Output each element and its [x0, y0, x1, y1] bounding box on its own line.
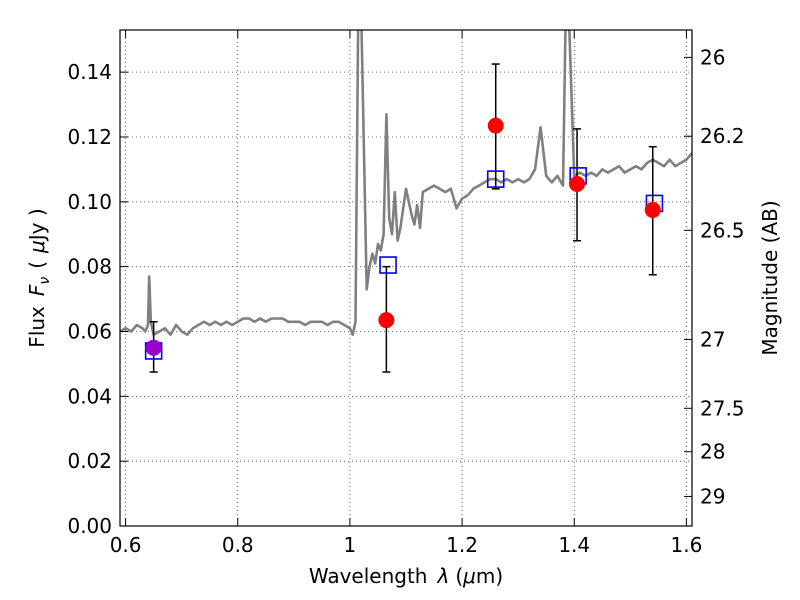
y2-tick-label: 26.2	[700, 124, 745, 148]
plot-area	[120, 30, 692, 526]
x-tick-label: 0.6	[110, 533, 142, 557]
x-tick-label: 1.6	[670, 533, 702, 557]
y-tick-label: 0.12	[67, 125, 112, 149]
y-tick-label: 0.04	[67, 384, 112, 408]
observed-point	[644, 201, 661, 218]
observed-point	[569, 175, 586, 192]
y2-axis-title: Magnitude (AB)	[758, 200, 782, 355]
y-tick-label: 0.08	[67, 255, 112, 279]
x-tick-label: 1.2	[446, 533, 478, 557]
y2-tick-label: 28	[700, 440, 725, 464]
y2-tick-label: 29	[700, 484, 725, 508]
observed-point	[487, 117, 504, 134]
spectrum-series	[120, 30, 692, 336]
y-tick-label: 0.00	[67, 514, 112, 538]
y2-tick-label: 27.5	[700, 396, 745, 420]
y-axis-title: FluxFν(μJy )	[25, 208, 53, 347]
x-tick-label: 1	[344, 533, 357, 557]
observed-point	[378, 312, 395, 329]
y-tick-label: 0.10	[67, 190, 112, 214]
model-point	[379, 256, 397, 274]
y2-tick-label: 26.5	[700, 218, 745, 242]
y2-tick-label: 27	[700, 327, 725, 351]
x-axis-ticks: 0.6 0.8 1 1.2 1.4 1.6	[110, 30, 702, 557]
y-axis-ticks: 0.00 0.02 0.04 0.06 0.08 0.10 0.12 0.14	[67, 60, 128, 538]
highlight-point	[145, 339, 162, 356]
observed-markers	[145, 117, 661, 356]
y-tick-label: 0.14	[67, 60, 112, 84]
spectrum-line	[120, 30, 692, 336]
x-tick-label: 0.8	[222, 533, 254, 557]
x-tick-label: 1.4	[558, 533, 590, 557]
x-axis-title: Wavelength λ (μm)	[309, 564, 503, 588]
model-point	[486, 170, 505, 188]
plot-frame	[119, 29, 693, 527]
y-tick-label: 0.02	[67, 449, 112, 473]
y2-axis-ticks: 26 26.2 26.5 27 27.5 28 29	[684, 45, 745, 508]
y2-tick-label: 26	[700, 45, 725, 69]
y-tick-label: 0.06	[67, 319, 112, 343]
